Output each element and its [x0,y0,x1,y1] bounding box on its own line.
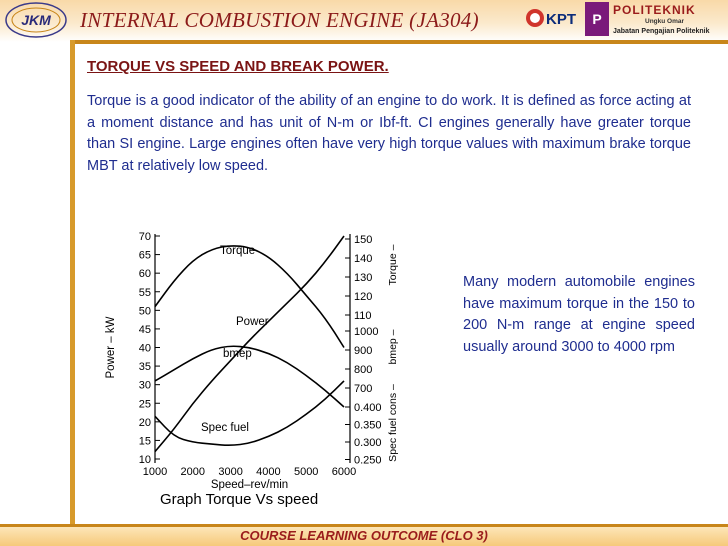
politeknik-logo: P POLITEKNIK Ungku Omar Jabatan Pengajia… [585,2,710,36]
side-note-paragraph: Many modern automobile engines have maxi… [463,274,695,355]
right-tick-label-torque: 150 [354,234,372,246]
series-label: bmep [223,348,252,360]
series-label: Power [236,316,269,328]
left-tick-label: 70 [139,231,151,243]
kpt-logo-text: KPT [546,11,576,28]
series-line-bmep [154,345,345,408]
x-tick-label: 2000 [181,466,205,478]
left-tick-label: 60 [139,268,151,280]
politeknik-logo-line2: Jabatan Pengajian Politeknik [613,28,710,35]
left-tick-label: 25 [139,398,151,410]
series-label: Spec fuel [201,422,249,434]
left-tick-label: 40 [139,343,151,355]
x-tick-label: 5000 [294,466,318,478]
svg-text:P: P [592,11,601,27]
x-tick-label: 4000 [256,466,280,478]
left-tick-label: 10 [139,454,151,466]
left-tick-label: 20 [139,417,151,429]
left-tick-label: 35 [139,361,151,373]
page-title: INTERNAL COMBUSTION ENGINE (JA304) [80,8,479,32]
footer-band [0,527,728,546]
footer-rule [0,524,728,527]
right-axis-label-bmep: bmep – [387,329,398,364]
chart-caption: Graph Torque Vs speed [160,491,319,508]
series-line-torque [154,245,345,348]
left-tick-label: 15 [139,435,151,447]
right-axis-label-torque: Torque – [387,244,398,285]
right-tick-label-spec_fuel: 0.350 [354,420,382,432]
x-tick-label: 6000 [332,466,356,478]
right-tick-label-torque: 140 [354,253,372,265]
left-tick-label: 65 [139,250,151,262]
left-tick-label: 50 [139,305,151,317]
left-tick-label: 45 [139,324,151,336]
left-tick-label: 55 [139,287,151,299]
intro-paragraph: Torque is a good indicator of the abilit… [87,93,691,174]
right-tick-label-bmep: 800 [354,364,372,376]
right-axis-label-spec_fuel: Spec fuel cons – [387,384,398,462]
right-tick-label-spec_fuel: 0.300 [354,437,382,449]
right-tick-label-spec_fuel: 0.250 [354,455,382,467]
jkm-logo: JKM [5,2,67,38]
right-tick-label-torque: 120 [354,291,372,303]
left-accent-bar [70,40,75,535]
right-tick-label-bmep: 700 [354,383,372,395]
header-rule [70,40,728,44]
right-tick-label-torque: 110 [354,310,372,322]
x-tick-label: 3000 [218,466,242,478]
series-label: Torque [220,245,255,257]
right-tick-label-torque: 130 [354,272,372,284]
right-tick-label-bmep: 1000 [354,326,378,338]
left-tick-label: 30 [139,380,151,392]
footer-text: COURSE LEARNING OUTCOME (CLO 3) [240,528,488,543]
x-axis-label: Speed–rev/min [211,479,288,491]
politeknik-logo-title: POLITEKNIK [613,3,696,17]
series-line-power [154,235,345,453]
series-line-spec-fuel [154,380,345,446]
left-axis-label: Power – kW [105,316,117,378]
right-tick-label-spec_fuel: 0.400 [354,402,382,414]
x-tick-label: 1000 [143,466,167,478]
right-tick-label-bmep: 900 [354,345,372,357]
kpt-logo: KPT [526,9,576,28]
politeknik-logo-line1: Ungku Omar [645,18,684,25]
section-heading: TORQUE VS SPEED AND BREAK POWER. [87,58,389,75]
torque-speed-chart: 10 15 20 25 30 35 40 45 50 55 60 65 70 Power – kW 1000… [105,231,398,491]
jkm-logo-text: JKM [21,12,51,28]
